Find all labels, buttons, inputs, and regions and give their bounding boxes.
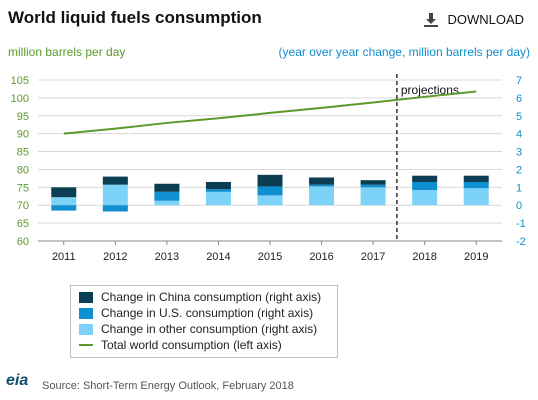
right-tick-label: 4 — [516, 129, 522, 141]
bar-china — [309, 177, 335, 185]
bar-other — [102, 184, 128, 206]
legend-label-us: Change in U.S. consumption (right axis) — [101, 306, 314, 320]
legend-swatch-us — [79, 307, 93, 319]
bar-us — [360, 184, 386, 188]
x-tick-label: 2011 — [52, 251, 76, 263]
right-tick-label: 2 — [516, 164, 522, 176]
right-tick-label: 5 — [516, 111, 522, 123]
bar-china — [257, 174, 283, 187]
legend-item-china: Change in China consumption (right axis) — [79, 289, 329, 305]
right-axis-label: (year over year change, million barrels … — [278, 45, 530, 59]
bar-other — [309, 186, 335, 206]
x-tick-label: 2019 — [464, 251, 488, 263]
x-tick-label: 2013 — [155, 251, 179, 263]
eia-logo: eia — [6, 372, 29, 389]
bar-us — [102, 205, 128, 212]
x-tick-label: 2014 — [206, 251, 230, 263]
bar-china — [412, 175, 438, 182]
chart-title: World liquid fuels consumption — [8, 8, 262, 27]
right-tick-label: 6 — [516, 93, 522, 105]
bar-china — [154, 183, 180, 192]
legend-swatch-total — [79, 344, 93, 346]
left-axis-label: million barrels per day — [8, 45, 126, 59]
left-tick-label: 105 — [11, 75, 29, 87]
download-icon — [424, 12, 439, 27]
legend-item-total: Total world consumption (left axis) — [79, 337, 329, 353]
bar-china — [51, 187, 77, 198]
source-note: Source: Short-Term Energy Outlook, Febru… — [42, 380, 294, 392]
bar-other — [412, 190, 438, 206]
bar-china — [102, 176, 128, 185]
bar-china — [360, 180, 386, 185]
bar-china — [463, 175, 489, 182]
legend: Change in China consumption (right axis)… — [70, 285, 338, 358]
bar-other — [463, 188, 489, 206]
left-tick-label: 90 — [17, 129, 29, 141]
left-tick-label: 75 — [17, 182, 29, 194]
left-tick-label: 95 — [17, 111, 29, 123]
chart-area: 60 65 70 75 80 85 90 95 100 105 -2 -1 0 1 2 3 4 5 6 7 2011 20… — [11, 74, 526, 263]
right-tick-label: 1 — [516, 182, 522, 194]
legend-swatch-china — [79, 291, 93, 303]
right-tick-label: -1 — [516, 218, 526, 230]
x-tick-label: 2016 — [309, 251, 333, 263]
bar-other — [51, 197, 77, 206]
bar-us — [463, 181, 489, 189]
bar-other — [360, 187, 386, 206]
bar-us — [51, 205, 77, 211]
bar-us — [412, 181, 438, 191]
bar-other — [257, 195, 283, 206]
legend-item-us: Change in U.S. consumption (right axis) — [79, 305, 329, 321]
right-tick-label: 0 — [516, 200, 522, 212]
projections-label: projections — [401, 83, 459, 97]
left-tick-label: 85 — [17, 147, 29, 159]
right-tick-label: 7 — [516, 75, 522, 87]
legend-label-total: Total world consumption (left axis) — [101, 338, 282, 352]
bar-us — [205, 189, 231, 192]
legend-label-china: Change in China consumption (right axis) — [101, 290, 322, 304]
total-consumption-line — [63, 90, 477, 135]
legend-swatch-other — [79, 323, 93, 335]
bar-china — [205, 181, 231, 190]
download-button[interactable]: DOWNLOAD — [424, 12, 524, 27]
left-tick-label: 60 — [17, 236, 29, 248]
x-tick-label: 2015 — [258, 251, 282, 263]
left-tick-label: 65 — [17, 218, 29, 230]
bar-other — [154, 200, 180, 206]
left-tick-label: 70 — [17, 200, 29, 212]
right-tick-label: -2 — [516, 236, 526, 248]
x-tick-label: 2017 — [361, 251, 385, 263]
bar-other — [205, 191, 231, 206]
download-label: DOWNLOAD — [447, 12, 524, 27]
legend-label-other: Change in other consumption (right axis) — [101, 322, 318, 336]
x-tick-label: 2018 — [412, 251, 436, 263]
right-tick-label: 3 — [516, 147, 522, 159]
x-tick-label: 2012 — [103, 251, 127, 263]
bar-us — [309, 184, 335, 187]
left-tick-label: 100 — [11, 93, 29, 105]
bar-us — [154, 191, 180, 201]
legend-item-other: Change in other consumption (right axis) — [79, 321, 329, 337]
left-tick-label: 80 — [17, 164, 29, 176]
bar-us — [257, 186, 283, 196]
